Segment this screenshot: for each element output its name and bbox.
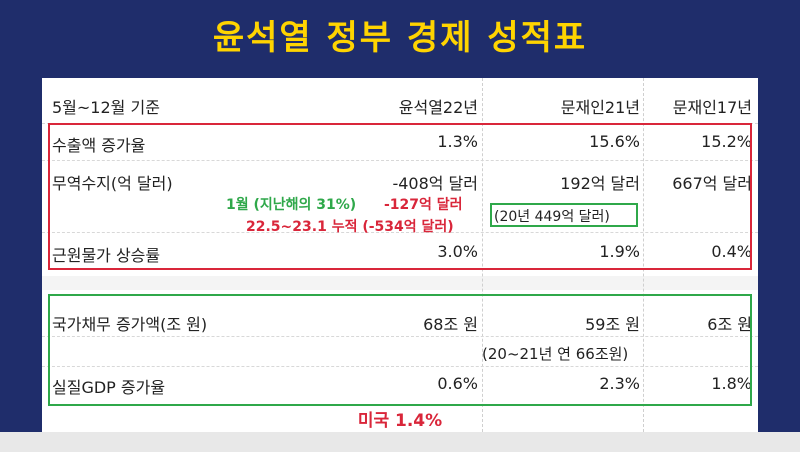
table-sheet	[42, 78, 758, 432]
grid-hline	[42, 160, 758, 161]
cell-gdp-moon17: 1.8%	[711, 374, 752, 393]
y20-trade-box	[490, 203, 638, 227]
cell-debt-moon21: 59조 원	[585, 315, 640, 334]
header-col-moon17: 문재인17년	[672, 98, 752, 117]
usa-gdp-note: 미국 1.4%	[357, 411, 443, 431]
cell-inflation-moon17: 0.4%	[711, 242, 752, 261]
jan-value: -127억 달러	[384, 197, 463, 213]
row-label-core-inflation: 근원물가 상승률	[52, 246, 161, 265]
cell-trade-moon21: 192억 달러	[560, 174, 640, 193]
green-highlight-box	[48, 294, 752, 406]
slide-title: 윤석열 정부 경제 성적표	[212, 18, 588, 58]
cell-gdp-moon21: 2.3%	[599, 374, 640, 393]
grid-vline	[643, 78, 644, 432]
debt-note: (20~21년 연 66조원)	[482, 345, 629, 363]
row-label-export-growth: 수출액 증가율	[52, 136, 146, 155]
jan-note: 1월 (지난해의 31%)	[226, 197, 357, 213]
cell-trade-moon17: 667억 달러	[672, 174, 752, 193]
grid-hline	[42, 336, 758, 337]
grid-hline	[42, 232, 758, 233]
row-label-national-debt: 국가채무 증가액(조 원)	[52, 315, 208, 334]
cell-inflation-moon21: 1.9%	[599, 242, 640, 261]
header-label: 5월~12월 기준	[52, 98, 160, 117]
row-label-real-gdp: 실질GDP 증가율	[52, 378, 166, 397]
header-col-yoon22: 윤석열22년	[398, 98, 478, 117]
cell-gdp-yoon22: 0.6%	[437, 374, 478, 393]
cumulative-note: 22.5~23.1 누적 (-534억 달러)	[246, 219, 454, 235]
cell-export-moon21: 15.6%	[589, 132, 640, 151]
cell-export-moon17: 15.2%	[701, 132, 752, 151]
grid-hline	[42, 366, 758, 367]
cell-debt-moon17: 6조 원	[707, 315, 752, 334]
cell-export-yoon22: 1.3%	[437, 132, 478, 151]
cell-trade-yoon22: -408억 달러	[392, 174, 478, 193]
bottom-bar	[0, 432, 800, 452]
grid-vline	[482, 78, 483, 432]
cell-inflation-yoon22: 3.0%	[437, 242, 478, 261]
y20-trade-note: (20년 449억 달러)	[494, 209, 610, 225]
section-gap	[42, 276, 758, 290]
row-label-trade-balance: 무역수지(억 달러)	[52, 174, 173, 193]
cell-debt-yoon22: 68조 원	[423, 315, 478, 334]
red-highlight-box	[48, 123, 752, 270]
header-col-moon21: 문재인21년	[560, 98, 640, 117]
